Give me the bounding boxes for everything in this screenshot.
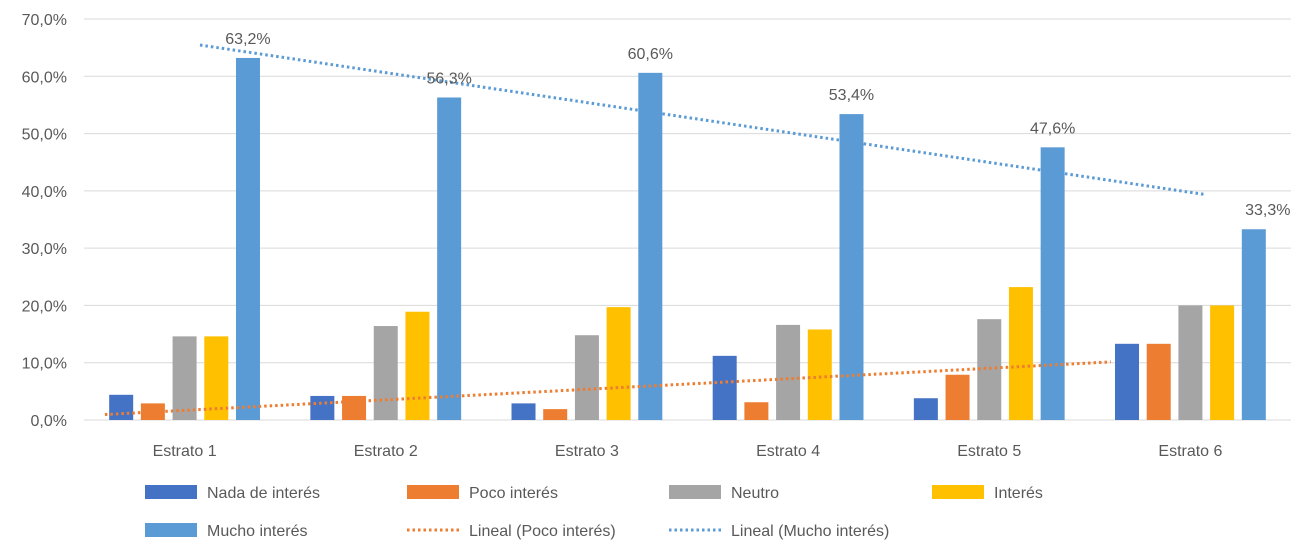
data-label-estrato-6: 33,3%: [1245, 202, 1290, 219]
legend-swatch: [407, 485, 459, 499]
bar-interes-estrato-5: [1008, 287, 1033, 420]
y-tick-label: 20,0%: [22, 298, 67, 315]
data-label-estrato-3: 60,6%: [628, 46, 673, 63]
bar-mucho-interes-estrato-2: [437, 97, 462, 420]
legend-item-lineal-mucho-interes: Lineal (Mucho interés): [669, 523, 889, 540]
legend-swatch: [932, 485, 984, 499]
legend-label: Interés: [994, 485, 1043, 502]
legend-label: Lineal (Mucho interés): [731, 523, 889, 540]
bar-nada-de-interes-estrato-1: [109, 394, 134, 420]
bar-mucho-interes-estrato-5: [1040, 147, 1065, 420]
legend-swatch: [145, 485, 197, 499]
bar-interes-estrato-3: [606, 307, 631, 420]
y-tick-label: 10,0%: [22, 356, 67, 373]
category-label-estrato-3: Estrato 3: [555, 443, 619, 460]
legend-label: Lineal (Poco interés): [469, 523, 616, 540]
legend-item-interes: Interés: [932, 485, 1043, 502]
trendlines: [104, 43, 1207, 417]
y-tick-label: 40,0%: [22, 184, 67, 201]
legend-label: Nada de interés: [207, 485, 320, 502]
bar-nada-de-interes-estrato-2: [310, 395, 335, 420]
legend-item-mucho-interes: Mucho interés: [145, 523, 308, 540]
category-label-estrato-1: Estrato 1: [153, 443, 217, 460]
bar-neutro-estrato-4: [776, 324, 801, 420]
legend-item-nada-de-interes: Nada de interés: [145, 485, 320, 502]
gridlines: [84, 18, 1291, 421]
bar-neutro-estrato-6: [1178, 305, 1203, 420]
bar-mucho-interes-estrato-1: [235, 57, 260, 420]
bar-nada-de-interes-estrato-3: [511, 403, 536, 420]
legend-label: Mucho interés: [207, 523, 308, 540]
bar-poco-interes-estrato-5: [945, 374, 970, 420]
bar-interes-estrato-1: [204, 336, 229, 420]
data-label-estrato-2: 56,3%: [426, 70, 471, 87]
bar-nada-de-interes-estrato-5: [913, 398, 938, 420]
legend-label: Poco interés: [469, 485, 558, 502]
bar-poco-interes-estrato-3: [543, 409, 568, 420]
bar-interes-estrato-6: [1210, 305, 1235, 420]
category-label-estrato-4: Estrato 4: [756, 443, 820, 460]
bar-mucho-interes-estrato-4: [839, 114, 864, 420]
legend-swatch: [669, 485, 721, 499]
legend: Nada de interés Poco interés Neutro Interés…: [145, 485, 1043, 540]
x-axis-category-labels: Estrato 1 Estrato 2 Estrato 3 Estrato 4 Estr…: [153, 443, 1223, 460]
data-labels: 63,2% 56,3% 60,6% 53,4% 47,6% 33,3%: [225, 31, 1290, 219]
bars: [109, 57, 1266, 420]
category-label-estrato-2: Estrato 2: [354, 443, 418, 460]
legend-item-lineal-poco-interes: Lineal (Poco interés): [407, 523, 616, 540]
legend-item-neutro: Neutro: [669, 485, 779, 502]
bar-interes-estrato-2: [405, 311, 430, 420]
y-tick-label: 50,0%: [22, 127, 67, 144]
bar-nada-de-interes-estrato-4: [712, 355, 737, 420]
data-label-estrato-1: 63,2%: [225, 31, 270, 48]
y-tick-label: 70,0%: [22, 12, 67, 29]
legend-swatch: [145, 523, 197, 537]
bar-neutro-estrato-2: [373, 326, 398, 420]
bar-neutro-estrato-1: [172, 336, 197, 420]
bar-mucho-interes-estrato-6: [1241, 229, 1266, 420]
bar-poco-interes-estrato-2: [342, 395, 367, 420]
bar-poco-interes-estrato-4: [744, 402, 769, 420]
bar-poco-interes-estrato-6: [1146, 343, 1171, 420]
legend-item-poco-interes: Poco interés: [407, 485, 558, 502]
bar-nada-de-interes-estrato-6: [1115, 343, 1140, 420]
bar-interes-estrato-4: [807, 329, 832, 420]
category-label-estrato-6: Estrato 6: [1158, 443, 1222, 460]
y-tick-label: 0,0%: [31, 413, 67, 430]
y-tick-label: 60,0%: [22, 69, 67, 86]
bar-neutro-estrato-3: [574, 335, 599, 420]
data-label-estrato-4: 53,4%: [829, 87, 874, 104]
category-label-estrato-5: Estrato 5: [957, 443, 1021, 460]
trendline-lineal-mucho-interes: [199, 43, 1207, 197]
bar-poco-interes-estrato-1: [140, 403, 165, 420]
y-axis-tick-labels: 0,0% 10,0% 20,0% 30,0% 40,0% 50,0% 60,0% 70,0%: [22, 12, 67, 430]
y-tick-label: 30,0%: [22, 241, 67, 258]
data-label-estrato-5: 47,6%: [1030, 120, 1075, 137]
bar-mucho-interes-estrato-3: [638, 72, 663, 420]
legend-label: Neutro: [731, 485, 779, 502]
